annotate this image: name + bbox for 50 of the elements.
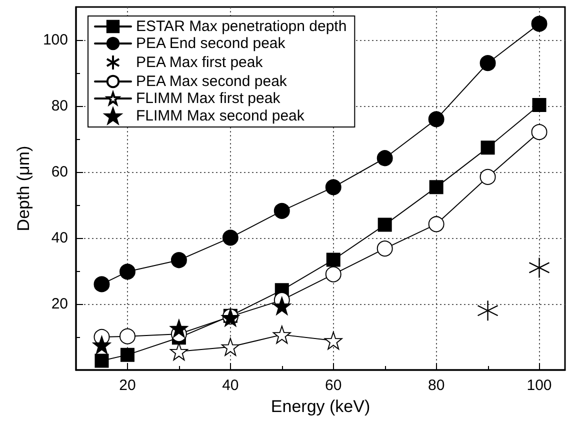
point xyxy=(94,354,109,368)
point xyxy=(272,326,291,344)
legend-label: FLIMM Max first peak xyxy=(136,90,281,107)
legend-label: PEA Max second peak xyxy=(136,73,288,90)
point xyxy=(222,230,238,246)
point xyxy=(94,276,110,292)
legend-label: PEA End second peak xyxy=(136,35,286,52)
point xyxy=(272,296,291,315)
point xyxy=(326,252,340,267)
point xyxy=(170,319,188,338)
y-tick-label: 100 xyxy=(42,32,68,48)
x-axis-title: Energy (keV) xyxy=(270,397,370,416)
point xyxy=(92,336,111,354)
x-tick-label: 40 xyxy=(222,377,239,394)
point xyxy=(170,252,187,268)
point xyxy=(324,332,342,350)
y-tick-label: 60 xyxy=(51,164,68,180)
point xyxy=(528,257,550,278)
point xyxy=(170,342,188,361)
y-tick-label: 20 xyxy=(51,296,68,312)
point xyxy=(274,202,290,219)
point xyxy=(480,140,495,155)
y-tick-label: 40 xyxy=(51,230,68,246)
y-axis-title: Depth (μm) xyxy=(14,146,33,232)
point xyxy=(378,218,392,232)
point xyxy=(325,266,342,282)
point xyxy=(119,328,136,344)
legend-label: FLIMM Max second peak xyxy=(136,108,305,124)
x-tick-label: 80 xyxy=(428,377,445,394)
point xyxy=(325,179,342,196)
point xyxy=(531,124,548,140)
point xyxy=(477,300,498,322)
x-tick-label: 100 xyxy=(526,377,552,394)
x-tick-label: 60 xyxy=(325,377,342,394)
point xyxy=(428,216,444,232)
point xyxy=(480,55,496,72)
point xyxy=(428,111,444,128)
point xyxy=(376,150,393,166)
point xyxy=(120,348,134,362)
point xyxy=(531,16,548,32)
x-tick-label: 20 xyxy=(119,377,136,394)
legend-label: PEA Max first peak xyxy=(136,54,264,71)
point xyxy=(480,168,496,185)
legend-label: ESTAR Max penetratiopn depth xyxy=(136,18,347,35)
point xyxy=(376,240,393,257)
point xyxy=(532,98,546,112)
point xyxy=(221,338,240,356)
point xyxy=(429,180,444,194)
point xyxy=(119,264,136,280)
y-tick-label: 80 xyxy=(51,98,68,114)
